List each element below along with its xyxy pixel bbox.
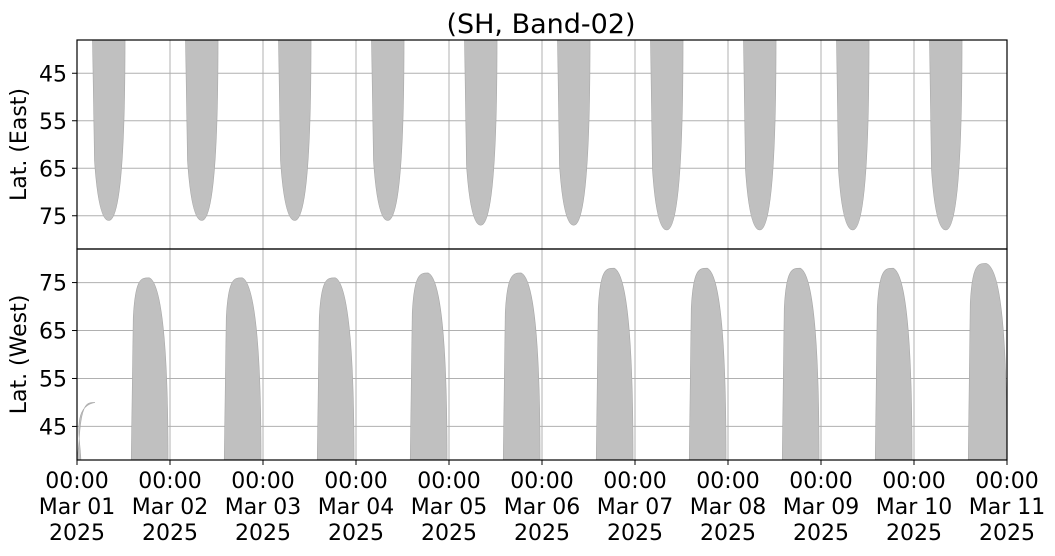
coverage-pass (688, 267, 727, 461)
x-tick-label: 2025 (49, 521, 105, 546)
x-tick-label: 00:00 (324, 469, 387, 494)
x-tick-label: 2025 (328, 521, 384, 546)
x-tick-label: 00:00 (696, 469, 759, 494)
x-tick-label: 2025 (607, 521, 663, 546)
coverage-pass (92, 39, 126, 221)
y-tick-label: 75 (39, 205, 67, 230)
x-tick-label: 2025 (142, 521, 198, 546)
coverage-pass (967, 263, 1008, 461)
x-tick-label: 00:00 (882, 469, 945, 494)
x-tick-label: 00:00 (510, 469, 573, 494)
x-tick-label: 2025 (235, 521, 291, 546)
chart-title: (SH, Band-02) (446, 9, 635, 40)
x-tick-label: 00:00 (45, 469, 108, 494)
y-tick-label: 65 (39, 157, 67, 182)
y-tick-label: 75 (39, 272, 67, 297)
x-tick-label: Mar 07 (597, 495, 674, 520)
x-tick-label: Mar 09 (783, 495, 860, 520)
coverage-pass (874, 267, 913, 461)
coverage-pass (185, 39, 219, 221)
west-panel: 45 55 65 75 Lat. (West) (7, 248, 1008, 461)
y-tick-label: 45 (39, 415, 67, 440)
x-tick-label: Mar 11 (969, 495, 1046, 520)
x-tick-label: 2025 (514, 521, 570, 546)
coverage-pass (371, 39, 405, 221)
x-tick-label: 2025 (421, 521, 477, 546)
x-tick-label: Mar 05 (411, 495, 488, 520)
east-panel: 45 55 65 75 Lat. (East) (7, 39, 1008, 250)
y-tick-label: 55 (39, 110, 67, 135)
coverage-pass (76, 402, 96, 461)
x-tick-label: Mar 03 (225, 495, 302, 520)
coverage-pass (781, 267, 820, 461)
x-tick-label: 00:00 (603, 469, 666, 494)
y-tick-label: 45 (39, 62, 67, 87)
coverage-pass (836, 39, 870, 231)
coverage-pass (650, 39, 684, 231)
x-tick-label: 2025 (979, 521, 1035, 546)
x-tick-label: 00:00 (417, 469, 480, 494)
coverage-pass (502, 272, 541, 461)
y-axis-label: Lat. (West) (7, 295, 32, 415)
x-tick-label: 2025 (793, 521, 849, 546)
x-tick-label: 00:00 (138, 469, 201, 494)
x-tick-label: 00:00 (975, 469, 1038, 494)
coverage-pass (464, 39, 498, 226)
x-tick-label: Mar 02 (132, 495, 209, 520)
x-tick-label: Mar 08 (690, 495, 767, 520)
x-tick-label: 00:00 (231, 469, 294, 494)
x-tick-label: 00:00 (789, 469, 852, 494)
coverage-pass (557, 39, 591, 226)
y-axis-label: Lat. (East) (7, 88, 32, 201)
coverage-pass (743, 39, 777, 231)
coverage-pass (223, 277, 262, 461)
coverage-pass (409, 272, 448, 461)
x-tick-label: Mar 04 (318, 495, 395, 520)
coverage-pass (595, 267, 634, 461)
y-tick-label: 55 (39, 367, 67, 392)
x-tick-label: 2025 (886, 521, 942, 546)
x-tick-label: Mar 01 (39, 495, 116, 520)
coverage-pass (929, 39, 963, 231)
coverage-pass (130, 277, 169, 461)
y-tick-label: 65 (39, 320, 67, 345)
x-tick-label: 2025 (700, 521, 756, 546)
coverage-pass (278, 39, 312, 221)
x-tick-label: Mar 06 (504, 495, 581, 520)
x-tick-label: Mar 10 (876, 495, 953, 520)
coverage-pass (316, 277, 355, 461)
